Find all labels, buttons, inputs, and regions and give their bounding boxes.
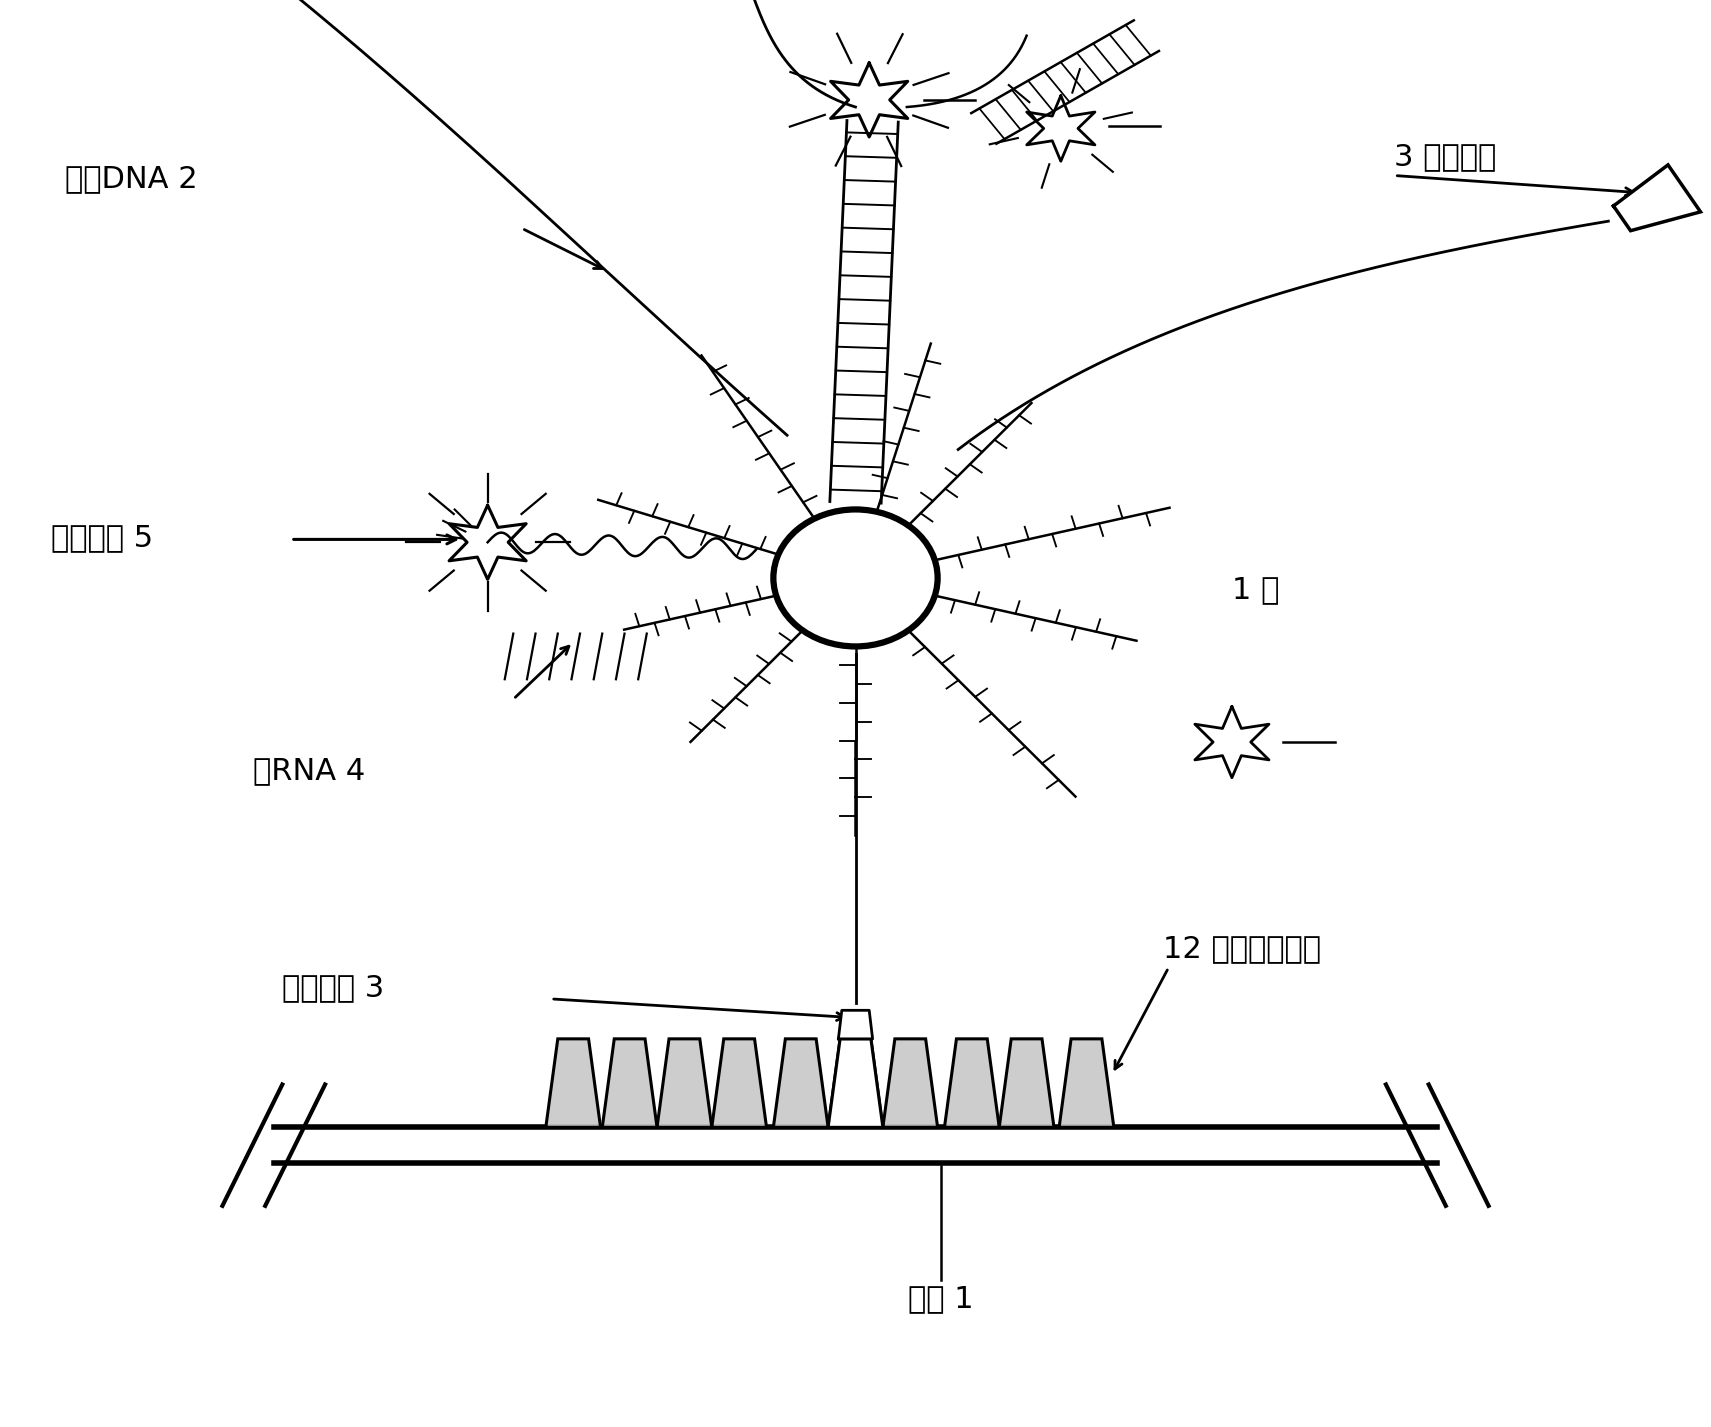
Text: 靶RNA 4: 靶RNA 4 (253, 756, 366, 785)
Polygon shape (999, 1039, 1054, 1127)
Polygon shape (944, 1039, 999, 1127)
Polygon shape (1059, 1039, 1114, 1127)
Polygon shape (828, 1039, 883, 1127)
Text: 3 地址接头: 3 地址接头 (1394, 143, 1497, 171)
Circle shape (773, 509, 938, 646)
Text: 12 地址探针蛋白: 12 地址探针蛋白 (1163, 935, 1321, 963)
Polygon shape (546, 1039, 601, 1127)
Polygon shape (1613, 166, 1701, 231)
Polygon shape (773, 1039, 828, 1127)
Text: 地址接头 3: 地址接头 3 (282, 973, 385, 1002)
Text: 探针DNA 2: 探针DNA 2 (65, 164, 198, 193)
Text: 荧光标记 5: 荧光标记 5 (51, 524, 154, 552)
Text: 基质 1: 基质 1 (909, 1284, 974, 1313)
Polygon shape (828, 1039, 883, 1127)
Text: 1 珠: 1 珠 (1232, 575, 1280, 604)
Polygon shape (657, 1039, 712, 1127)
Polygon shape (883, 1039, 938, 1127)
Polygon shape (712, 1039, 767, 1127)
Polygon shape (838, 1010, 873, 1039)
Polygon shape (602, 1039, 657, 1127)
